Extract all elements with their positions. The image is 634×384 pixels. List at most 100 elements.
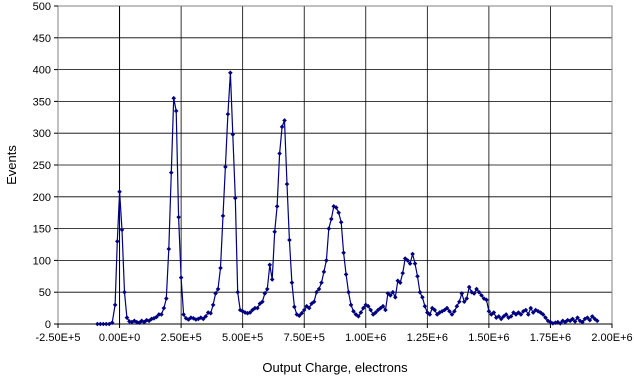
data-point [471, 291, 477, 296]
data-point [301, 307, 307, 313]
data-point [388, 293, 393, 298]
data-point [250, 307, 255, 313]
data-point [154, 314, 159, 320]
data-point [479, 293, 484, 298]
data-point [292, 304, 297, 310]
y-tick-label: 200 [33, 192, 51, 204]
data-point [272, 229, 277, 235]
data-point [407, 261, 413, 266]
data-point [496, 314, 502, 319]
data-point [176, 214, 181, 220]
data-point [267, 262, 273, 268]
data-point [294, 312, 300, 317]
data-point [383, 307, 388, 313]
y-tick-label: 100 [33, 255, 51, 267]
data-point [491, 310, 497, 315]
data-point [166, 246, 172, 252]
data-point [501, 314, 506, 319]
data-point [557, 321, 563, 326]
data-point [548, 319, 553, 325]
data-point [562, 319, 568, 325]
data-point [119, 227, 125, 233]
data-point [141, 319, 147, 325]
data-point [508, 314, 514, 319]
data-point [373, 310, 378, 315]
data-point [417, 289, 423, 295]
y-tick-label: 50 [39, 287, 51, 299]
data-point [296, 313, 302, 319]
data-point [129, 319, 135, 325]
data-point [594, 318, 600, 324]
data-point [122, 289, 127, 295]
data-point [127, 319, 132, 324]
x-tick-label: 7.50E+5 [284, 332, 325, 344]
data-point [255, 305, 260, 311]
data-point [262, 291, 268, 296]
data-point [543, 315, 548, 320]
data-point [200, 316, 206, 322]
data-point [380, 303, 386, 309]
data-point [193, 317, 199, 322]
data-point [378, 305, 383, 311]
data-point [356, 314, 361, 319]
data-point [365, 303, 371, 309]
data-point [237, 307, 243, 313]
data-point [316, 286, 322, 292]
data-point [346, 289, 351, 295]
data-point [228, 70, 233, 76]
y-tick-labels: 0 50 100 150 200 250 300 350 400 450 500 [33, 1, 51, 331]
data-point [390, 289, 396, 295]
data-point [368, 307, 374, 313]
data-point [518, 312, 524, 317]
data-point [115, 239, 120, 244]
data-point [279, 124, 285, 130]
data-point [343, 272, 349, 277]
data-point [144, 317, 149, 323]
data-point [415, 274, 420, 279]
data-point [590, 314, 595, 319]
x-tick-label: 5.00E+5 [222, 332, 263, 344]
data-point [136, 320, 142, 326]
data-point [427, 312, 433, 317]
data-point [274, 204, 280, 209]
y-axis-title: Events [4, 145, 19, 185]
data-point [213, 291, 218, 296]
x-tick-label: 1.75E+6 [530, 332, 571, 344]
data-point [321, 269, 327, 275]
data-point [457, 299, 462, 305]
data-point [156, 312, 162, 317]
data-point [309, 301, 314, 306]
data-point [191, 315, 196, 321]
data-point [235, 289, 241, 295]
data-point [459, 291, 465, 296]
data-point [257, 301, 263, 306]
data-point [469, 289, 474, 295]
data-point [289, 280, 295, 285]
data-point [117, 189, 122, 195]
data-point [95, 321, 100, 327]
data-point [324, 258, 329, 263]
data-point [225, 111, 231, 117]
data-point [186, 317, 191, 322]
data-point [124, 315, 130, 320]
data-point [572, 319, 578, 324]
data-point [454, 303, 460, 309]
data-point [580, 319, 585, 325]
data-point [439, 308, 445, 314]
data-point [149, 316, 154, 322]
data-point [540, 312, 546, 317]
data-point [223, 164, 228, 170]
data-point [210, 302, 216, 308]
x-tick-label: 1.00E+6 [345, 332, 386, 344]
data-point [164, 296, 169, 301]
data-point [449, 312, 455, 317]
data-point [530, 310, 536, 315]
x-tick-label: -2.50E+5 [36, 332, 81, 344]
x-axis-title: Output Charge, electrons [262, 360, 408, 375]
y-tick-label: 150 [33, 224, 51, 236]
data-point [101, 321, 106, 327]
data-point [447, 308, 452, 314]
data-point [498, 316, 504, 322]
data-point [521, 308, 526, 314]
